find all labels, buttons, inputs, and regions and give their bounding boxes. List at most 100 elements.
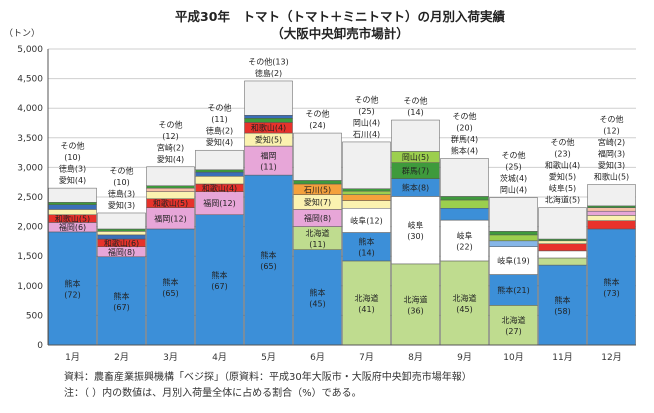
- bar-annotation: その他: [600, 114, 624, 124]
- bar-segment: [489, 305, 538, 346]
- bar-segment: [489, 274, 538, 306]
- segment-percent: (67): [113, 303, 129, 312]
- bar-annotation: (12): [162, 132, 178, 141]
- bar-segment: [342, 232, 391, 262]
- segment-label: 和歌山(5): [55, 214, 90, 224]
- bar-segment: [48, 187, 97, 203]
- bar-segment: [440, 158, 489, 197]
- bar-annotation: 北海道(5): [545, 195, 580, 205]
- y-tick-label: 5,000: [17, 45, 43, 55]
- segment-percent: (72): [64, 290, 80, 299]
- bar-annotation: 茨城(4): [500, 173, 527, 183]
- bar-segment: [146, 191, 195, 200]
- bar-segment: [440, 219, 489, 262]
- bar-annotation: 宮崎(2): [598, 137, 625, 147]
- segment-label: 北海道: [502, 315, 526, 325]
- bar-annotation: 岡山(4): [353, 117, 380, 127]
- bar-segment: [97, 212, 146, 230]
- percent-note: 注：（ ）内の数値は、月別入荷量全体に占める割合（%）である。: [64, 386, 362, 399]
- segment-label: 熊本: [555, 295, 571, 305]
- x-tick-label: 4月: [212, 352, 227, 363]
- axes: 0 500 1,000 1,500 2,000 2,500 3,000 3,500 4,000 4…: [17, 45, 636, 363]
- bar-annotation: 石川(4): [353, 130, 380, 139]
- y-tick-label: 3,000: [17, 163, 43, 173]
- bar-segment: [587, 205, 636, 208]
- segment-percent: (36): [407, 306, 423, 315]
- bar-segment: [146, 166, 195, 187]
- bar-segment: [440, 199, 489, 209]
- segment-percent: (45): [309, 299, 325, 308]
- bar-segment: [342, 260, 391, 346]
- bar-segment: [440, 207, 489, 221]
- bar-annotation: 愛知(4): [59, 175, 86, 185]
- x-tick-label: 10月: [503, 352, 523, 363]
- bar-annotation: (10): [64, 153, 80, 162]
- x-tick-label: 9月: [457, 352, 472, 363]
- bar-annotation: その他: [453, 111, 477, 121]
- segment-label: 熊本: [65, 278, 81, 288]
- bar-annotation: 徳島(2): [206, 126, 233, 136]
- bar-annotation: その他: [208, 103, 232, 113]
- bar-annotation: 愛知(4): [157, 154, 184, 164]
- bar-segment: [587, 215, 636, 221]
- bar-segment: [587, 184, 636, 207]
- bar-annotation: 徳島(3): [59, 164, 86, 174]
- bar-annotation: その他: [159, 119, 183, 129]
- bar-annotation: 宮崎(2): [157, 142, 184, 152]
- segment-label: 熊本: [310, 287, 326, 297]
- segment-label: 和歌山(5): [153, 198, 188, 208]
- segment-percent: (65): [162, 289, 178, 298]
- bar-segment: [146, 187, 195, 192]
- x-tick-label: 2月: [114, 352, 129, 363]
- x-tick-label: 6月: [310, 352, 325, 363]
- bar-segment: [489, 231, 538, 236]
- x-tick-label: 3月: [163, 352, 178, 363]
- bar-segment: [440, 260, 489, 346]
- segment-percent: (65): [260, 262, 276, 271]
- bar-segment: [489, 240, 538, 247]
- y-tick-label: 1,500: [17, 252, 43, 262]
- bar-segment: [538, 243, 587, 252]
- bar-annotation: 福岡(3): [598, 150, 625, 159]
- segment-label: 北海道: [453, 293, 477, 303]
- bar-segment: [538, 257, 587, 266]
- bar-segment: [538, 238, 587, 242]
- bar-segment: [587, 207, 636, 212]
- y-tick-label: 2,500: [17, 193, 43, 203]
- segment-label: 熊本(8): [402, 183, 429, 193]
- bar-segment: [342, 200, 391, 209]
- bar-segment: [391, 263, 440, 346]
- y-tick-label: 2,000: [17, 223, 43, 233]
- segment-percent: (41): [358, 305, 374, 314]
- segment-label: 北海道: [306, 228, 330, 238]
- bar-segment: [391, 119, 440, 152]
- bar-segment: [342, 188, 391, 192]
- y-tick-label: 4,000: [17, 104, 43, 114]
- bar-segment: [244, 80, 293, 116]
- bar-annotation: (25): [505, 163, 521, 172]
- segment-percent: (11): [309, 240, 325, 249]
- segment-label: 福岡(8): [304, 214, 331, 223]
- segment-label: 愛知(5): [255, 135, 282, 145]
- bar-segment: [146, 228, 195, 346]
- segment-label: 群馬(7): [402, 166, 429, 176]
- bar-annotation: その他: [110, 165, 134, 175]
- segment-percent: (22): [456, 243, 472, 252]
- bar-annotation: 徳島(3): [108, 188, 135, 198]
- bar-segment: [587, 210, 636, 216]
- segment-label: 福岡(12): [154, 214, 186, 223]
- bar-annotation: 和歌山(4): [545, 160, 580, 170]
- bar-annotation: 和歌山(5): [594, 172, 629, 182]
- bar-segment: [489, 197, 538, 232]
- bar-segment: [97, 228, 146, 232]
- bar-annotation: (23): [554, 150, 570, 159]
- segment-label: 福岡(6): [59, 223, 86, 232]
- bar-segment: [293, 180, 342, 185]
- segment-label: 石川(5): [304, 185, 331, 194]
- y-axis-unit: （トン）: [4, 28, 40, 39]
- y-tick-label: 0: [37, 341, 43, 351]
- bar-segment: [538, 240, 587, 245]
- segment-label: 岐阜(19): [497, 256, 529, 266]
- segment-label: 北海道: [404, 294, 428, 304]
